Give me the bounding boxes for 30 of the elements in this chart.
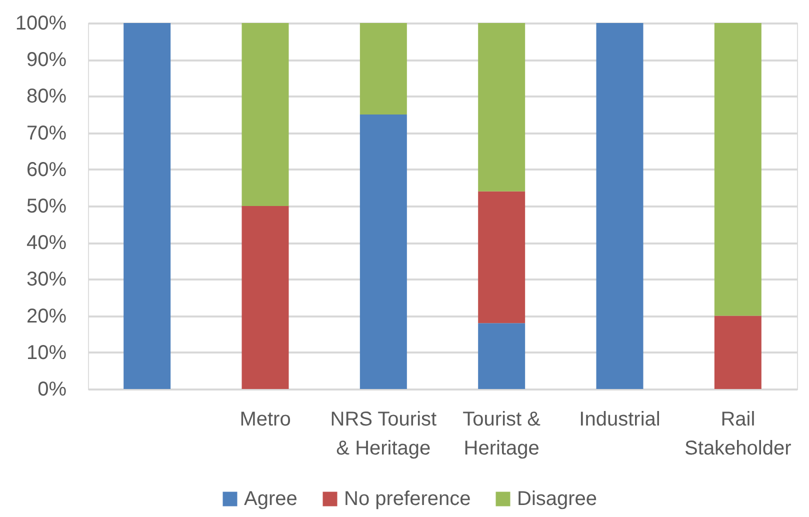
bar (714, 316, 762, 389)
y-tick-label: 90% (26, 49, 67, 72)
y-tick-label: 10% (26, 342, 67, 364)
bar (714, 23, 762, 316)
y-tick-label: 100% (15, 12, 67, 34)
bar (124, 23, 171, 389)
y-tick-label: 70% (26, 122, 67, 144)
y-tick-label: 0% (38, 378, 67, 400)
bar (478, 191, 526, 324)
y-tick-label: 30% (26, 268, 67, 291)
bar (478, 23, 526, 192)
bar (478, 323, 526, 389)
x-tick-label: Industrial (579, 408, 660, 430)
bar (596, 23, 644, 389)
y-tick-label: 60% (26, 158, 67, 181)
y-tick-label: 50% (26, 196, 67, 218)
bar (242, 23, 289, 206)
bar (360, 114, 407, 389)
y-tick-label: 20% (26, 305, 67, 328)
legend-label: No preference (344, 488, 471, 510)
bar (242, 206, 289, 389)
y-tick-label: 40% (26, 232, 67, 254)
legend-label: Agree (244, 488, 298, 510)
y-tick-label: 80% (26, 86, 67, 108)
x-tick-label: Metro (240, 408, 291, 430)
x-tick-label: Tourist & Heritage (462, 408, 542, 460)
x-tick-label: NRS Tourist & Heritage (330, 408, 438, 460)
bar (360, 23, 407, 114)
x-tick-label: Rail Stakeholder (684, 408, 792, 460)
legend-label: Disagree (517, 488, 598, 510)
